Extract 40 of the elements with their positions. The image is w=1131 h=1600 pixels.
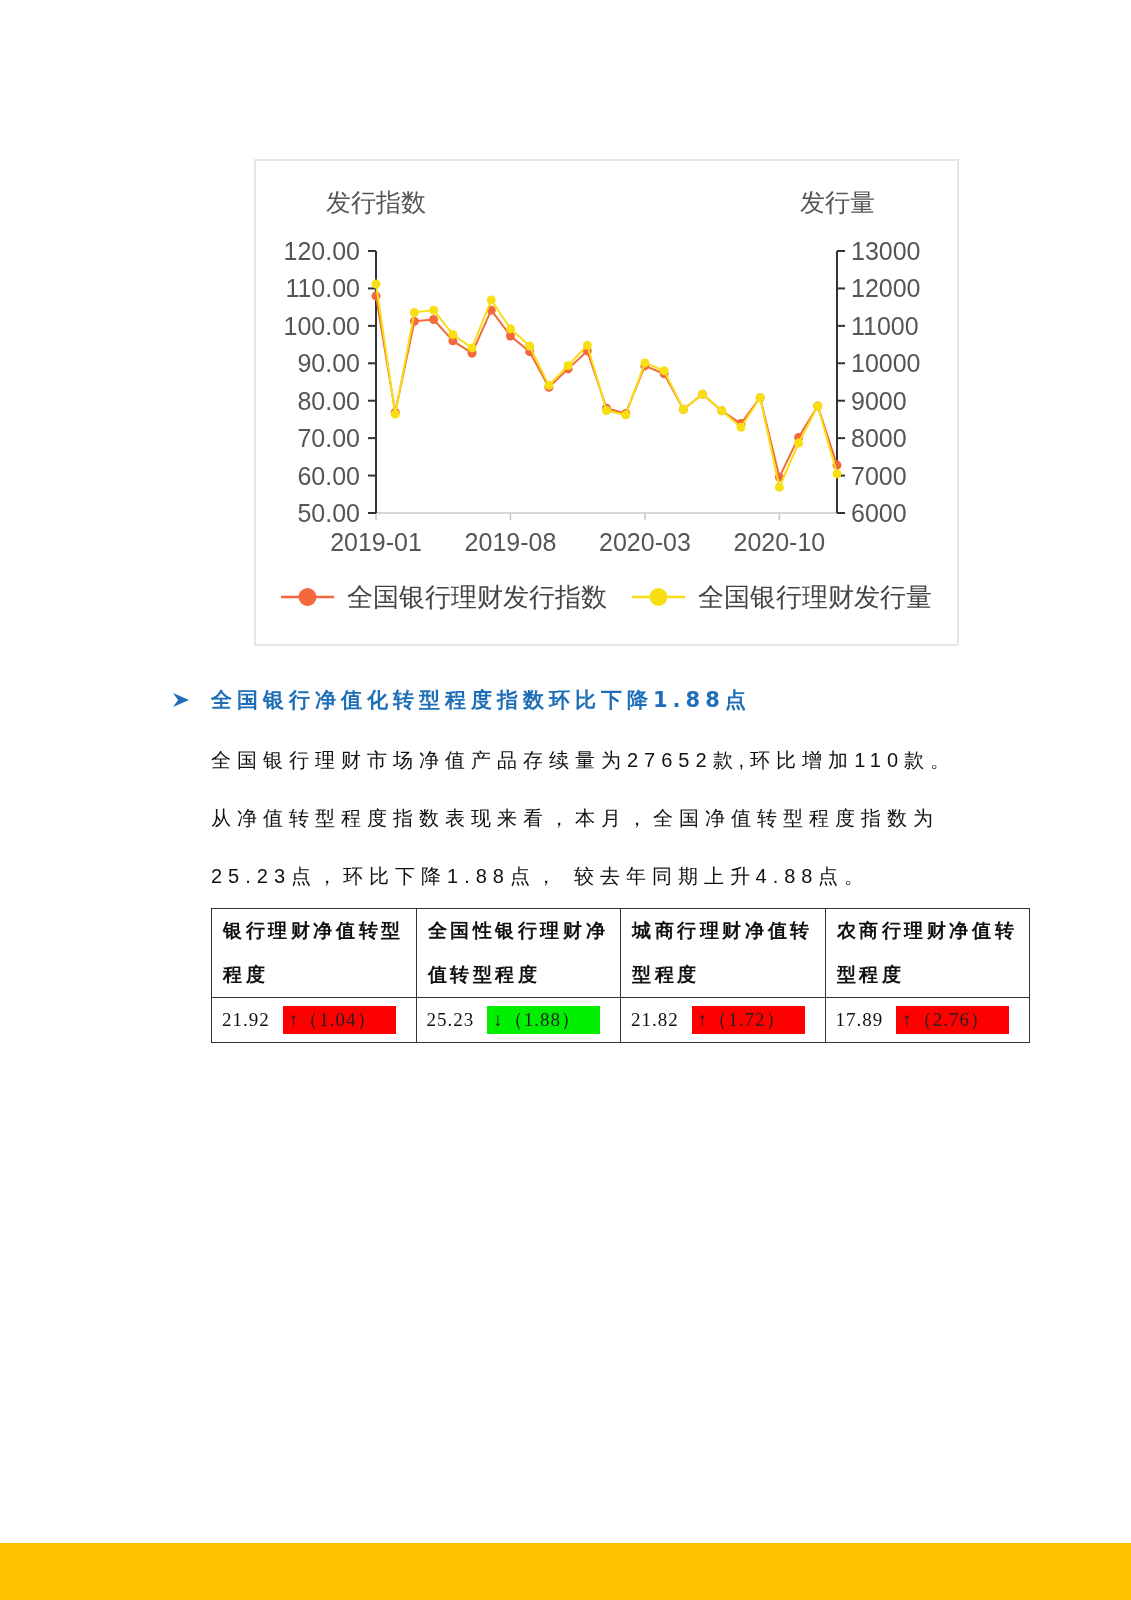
y-tick-label: 70.00 [297, 424, 360, 453]
annotation: 全国银行理财市场净值产品存续量为27652款,环比增加110款。 [211, 748, 957, 773]
y-tick-label: 50.00 [297, 499, 360, 527]
title: 全国银行净值化转型程度指数环比下降1.88点 [211, 687, 751, 714]
table-cell: ↓（1.88） [487, 1006, 601, 1034]
annotation: 25.23点，环比下降1.88点， 较去年同期上升4.88点。 [211, 864, 871, 889]
y-tick-label: 80.00 [297, 386, 360, 415]
y2-tick-label: 10000 [851, 349, 921, 378]
y2-tick-label: 6000 [851, 499, 907, 527]
table-header: 全国性银行理财净值转型程度 [427, 920, 609, 985]
y2-tick-label: 7000 [851, 461, 907, 490]
ylabel: 发行指数 [326, 188, 426, 216]
y2-tick-label: 13000 [851, 237, 921, 265]
table-cell-text: 25.23 [426, 1008, 475, 1032]
y-tick-label: 60.00 [297, 461, 360, 490]
y-tick-label: 110.00 [285, 274, 360, 303]
table-cell: ↑（2.76） [896, 1006, 1010, 1034]
x-tick-label: 2019-01 [330, 528, 422, 556]
y2-tick-label: 8000 [851, 424, 907, 453]
legend-label: 全国银行理财发行指数 [347, 582, 607, 612]
table-cell-text: 17.89 [835, 1008, 884, 1032]
y-tick-label: 100.00 [283, 311, 360, 340]
table-header: 银行理财净值转型程度 [223, 920, 404, 985]
y2-tick-label: 9000 [851, 386, 907, 415]
x-tick-label: 2020-03 [599, 528, 691, 556]
table-cell: ↑（1.04） [282, 1006, 396, 1034]
table-cell-text: 21.82 [631, 1008, 679, 1032]
table-cell-text: 21.92 [222, 1008, 270, 1032]
y-tick-label: 90.00 [297, 349, 360, 378]
x-tick-label: 2020-10 [733, 528, 826, 556]
y2-tick-label: 11000 [851, 311, 919, 340]
annotation: 从净值转型程度指数表现来看，本月，全国净值转型程度指数为 [211, 806, 939, 831]
legend-label: 全国银行理财发行量 [698, 582, 932, 612]
table-cell: ↑（1.72） [691, 1006, 805, 1034]
table-header: 城商行理财净值转型程度 [632, 920, 813, 985]
table-header: 农商行理财净值转型程度 [836, 920, 1018, 985]
x-tick-label: 2019-08 [464, 528, 557, 556]
y2label: 发行量 [799, 188, 875, 216]
y-tick-label: 120.00 [283, 237, 360, 265]
y2-tick-label: 12000 [851, 274, 921, 303]
